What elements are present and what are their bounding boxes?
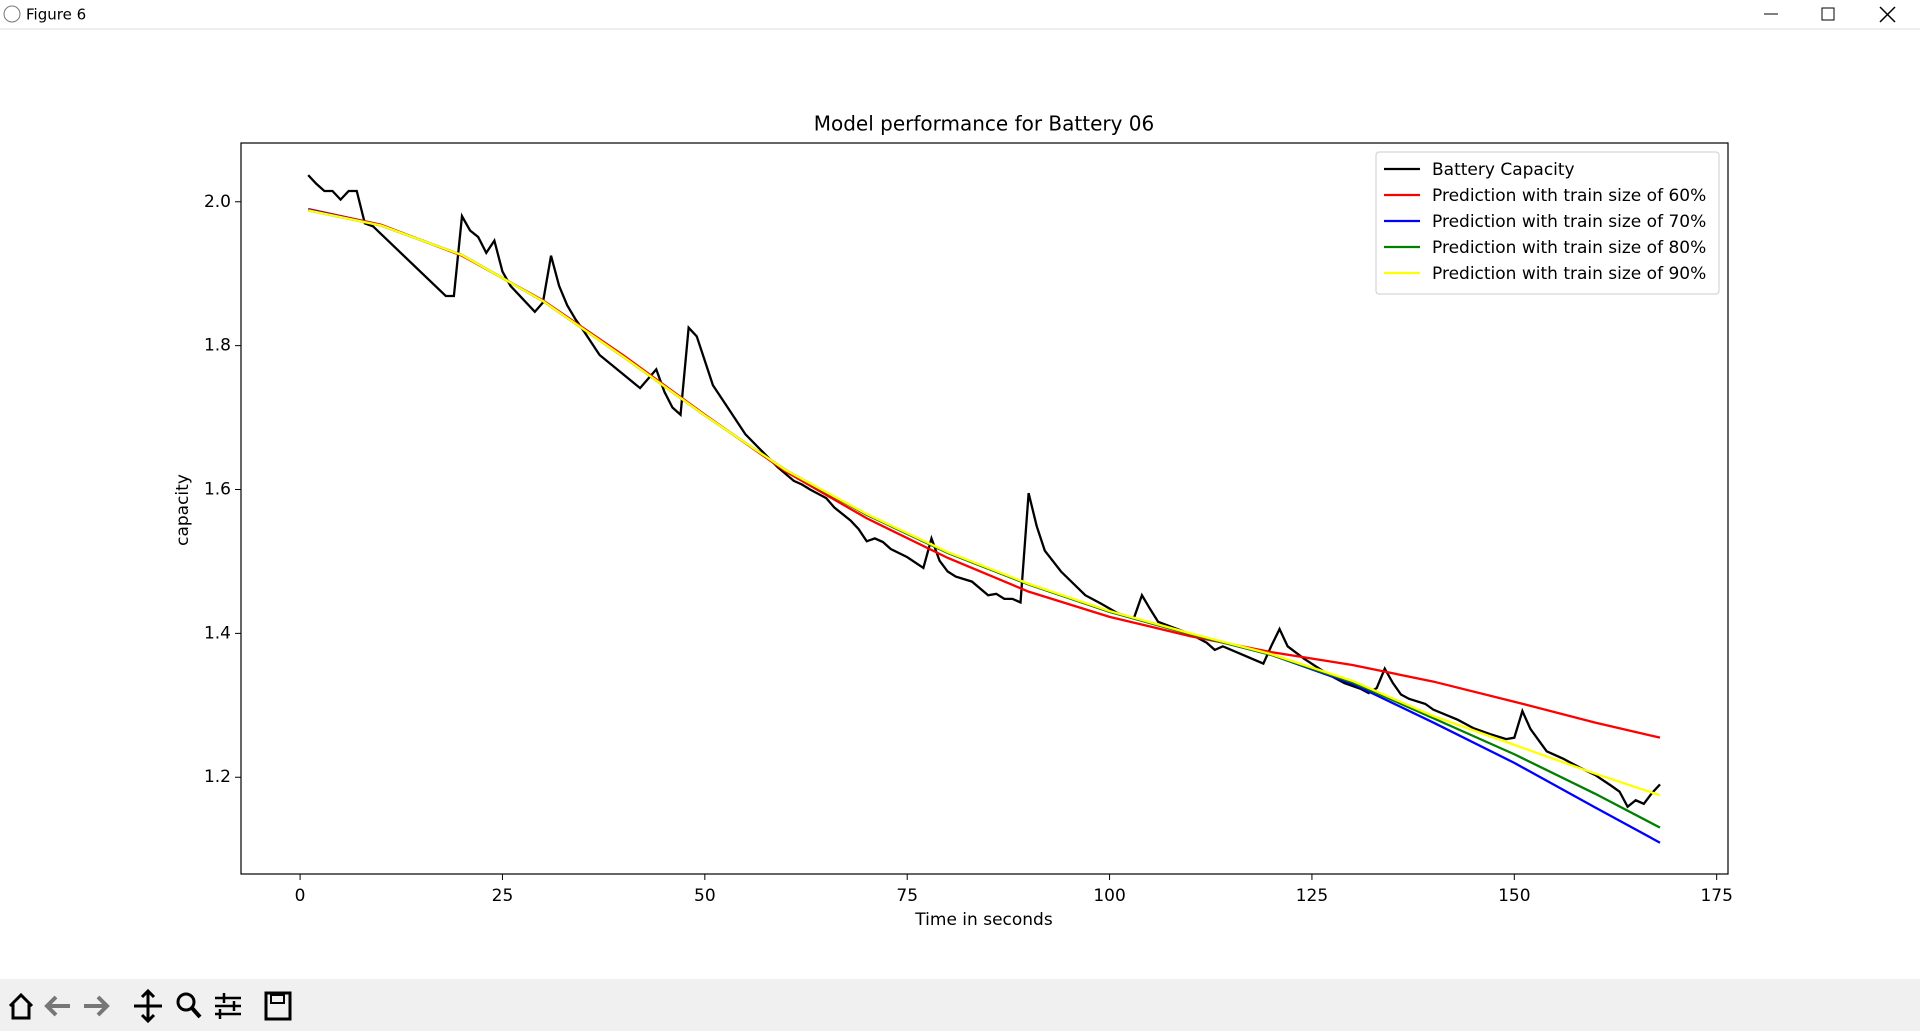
x-tick-label: 0 [295, 886, 306, 906]
y-tick-label: 1.2 [204, 767, 231, 787]
x-axis-label: Time in seconds [914, 910, 1053, 930]
toolbar [0, 979, 1920, 1031]
plot-frame [240, 142, 1729, 875]
x-tick-label: 150 [1498, 886, 1530, 906]
data-line [307, 174, 1661, 809]
legend-box [1375, 151, 1720, 295]
pan-button[interactable] [134, 988, 162, 1024]
legend-label: Prediction with train size of 90% [1432, 264, 1706, 284]
y-tick-label: 1.6 [204, 480, 231, 500]
x-tick-label: 75 [896, 886, 918, 906]
close-button[interactable] [1879, 6, 1896, 23]
app-icon [3, 5, 21, 23]
y-tick-label: 1.8 [204, 336, 231, 356]
home-button[interactable] [8, 992, 34, 1020]
legend-label: Battery Capacity [1432, 160, 1575, 180]
back-button[interactable] [44, 995, 70, 1017]
y-tick-label: 2.0 [204, 192, 231, 212]
x-tick-label: 100 [1093, 886, 1125, 906]
x-tick-label: 50 [694, 886, 716, 906]
x-tick-label: 125 [1296, 886, 1328, 906]
chart-title: Model performance for Battery 06 [814, 112, 1155, 136]
y-axis-label: capacity [173, 474, 193, 546]
zoom-button[interactable] [176, 992, 202, 1019]
legend-label: Prediction with train size of 60% [1432, 186, 1706, 206]
y-tick-label: 1.4 [204, 623, 231, 643]
save-button[interactable] [264, 991, 292, 1021]
x-tick-label: 25 [492, 886, 514, 906]
configure-button[interactable] [215, 993, 241, 1019]
title-bar [0, 0, 1920, 29]
data-line [307, 208, 1661, 844]
forward-button[interactable] [84, 995, 110, 1017]
restore-button[interactable] [1821, 7, 1835, 21]
x-tick-label: 175 [1700, 886, 1732, 906]
legend-label: Prediction with train size of 80% [1432, 238, 1706, 258]
legend: Battery Capacity Prediction with train si… [1375, 151, 1720, 295]
legend-label: Prediction with train size of 70% [1432, 212, 1706, 232]
data-line [307, 209, 1661, 797]
window-title: Figure 6 [26, 6, 86, 24]
